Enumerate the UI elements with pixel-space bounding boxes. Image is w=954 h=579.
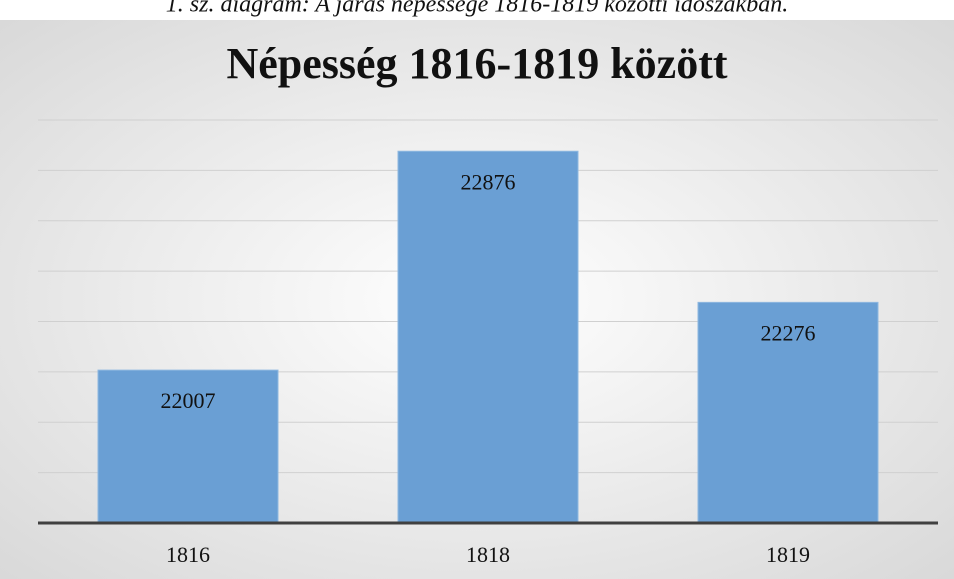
bar (97, 369, 279, 524)
data-label: 22276 (761, 320, 816, 345)
caption: 1. sz. diagram: A járás népessége 1816-1… (166, 0, 788, 18)
x-tick-label: 1819 (766, 542, 810, 567)
x-tick-label: 1818 (466, 542, 510, 567)
chart-title: Népesség 1816-1819 között (226, 39, 727, 88)
bar (397, 150, 579, 524)
data-label: 22876 (461, 169, 516, 194)
bar (697, 301, 879, 524)
data-label: 22007 (161, 388, 216, 413)
x-tick-label: 1816 (166, 542, 210, 567)
